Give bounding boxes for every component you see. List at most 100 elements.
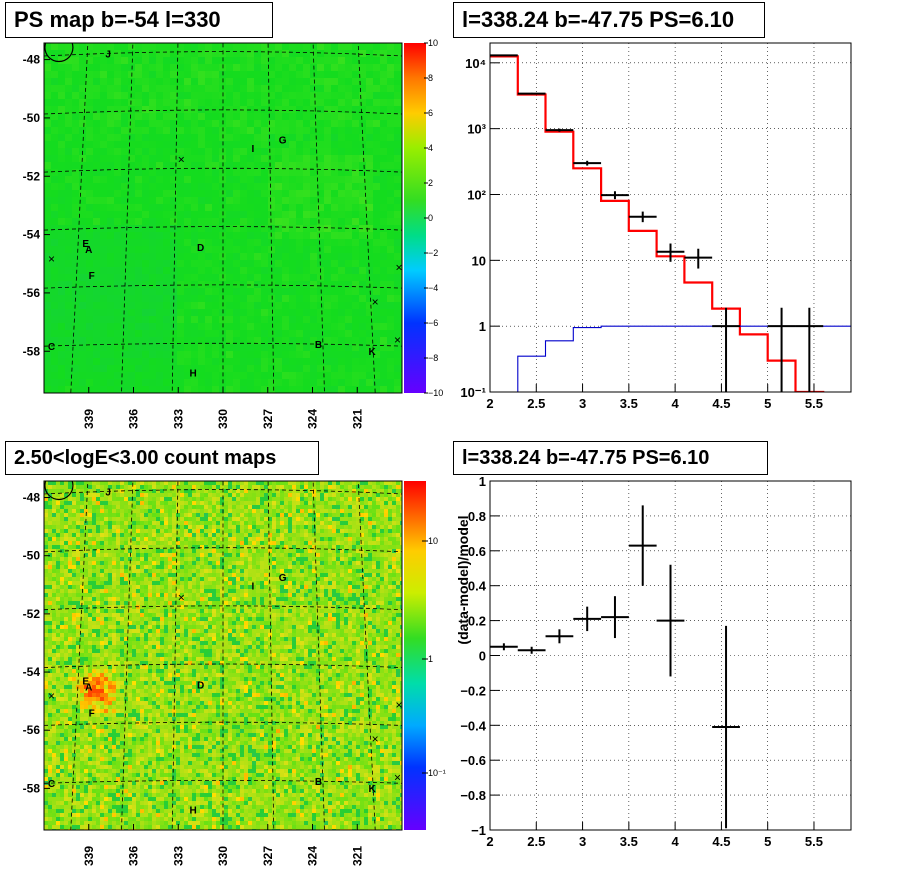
map-pixel <box>400 529 402 533</box>
map-pixel <box>128 246 135 253</box>
map-pixel <box>184 50 191 57</box>
map-pixel <box>107 358 114 365</box>
map-pixel <box>338 288 345 295</box>
map-pixel <box>51 183 58 190</box>
map-pixel <box>177 232 184 239</box>
map-pixel <box>224 493 228 497</box>
map-pixel <box>93 204 100 211</box>
map-pixel <box>272 577 276 581</box>
map-pixel <box>164 521 168 525</box>
map-pixel <box>60 525 64 529</box>
map-pixel <box>184 537 188 541</box>
map-pixel <box>156 358 163 365</box>
map-pixel <box>252 561 256 565</box>
map-pixel <box>296 541 300 545</box>
map-pixel <box>296 330 303 337</box>
map-pixel <box>177 330 184 337</box>
map-pixel <box>332 529 336 533</box>
map-pixel <box>331 232 338 239</box>
map-pixel <box>368 577 372 581</box>
map-pixel <box>280 537 284 541</box>
map-pixel <box>359 372 366 379</box>
map-pixel <box>292 569 296 573</box>
map-pixel <box>348 505 352 509</box>
map-pixel <box>284 529 288 533</box>
map-pixel <box>356 513 360 517</box>
map-pixel <box>176 569 180 573</box>
map-pixel <box>261 351 268 358</box>
map-pixel <box>149 50 156 57</box>
map-pixel <box>51 99 58 106</box>
map-pixel <box>152 561 156 565</box>
map-pixel <box>364 553 368 557</box>
map-pixel <box>336 485 340 489</box>
map-pixel <box>366 57 373 64</box>
map-pixel <box>228 513 232 517</box>
map-pixel <box>332 537 336 541</box>
map-pixel <box>156 148 163 155</box>
map-pixel <box>86 302 93 309</box>
map-pixel <box>184 57 191 64</box>
map-pixel <box>64 577 68 581</box>
map-pixel <box>344 549 348 553</box>
map-pixel <box>114 225 121 232</box>
map-pixel <box>108 573 112 577</box>
map-pixel <box>48 501 52 505</box>
map-pixel <box>160 509 164 513</box>
map-pixel <box>240 288 247 295</box>
map-pixel <box>284 561 288 565</box>
map-pixel <box>44 204 51 211</box>
map-pixel <box>163 281 170 288</box>
map-pixel <box>140 545 144 549</box>
map-pixel <box>380 513 384 517</box>
map-pixel <box>176 505 180 509</box>
lat-tick-label: -48 <box>23 53 41 67</box>
map-pixel <box>196 545 200 549</box>
map-pixel <box>136 509 140 513</box>
map-pixel <box>93 197 100 204</box>
map-pixel <box>64 497 68 501</box>
map-pixel <box>400 489 402 493</box>
map-pixel <box>107 169 114 176</box>
map-pixel <box>331 64 338 71</box>
map-pixel <box>224 577 228 581</box>
map-pixel <box>275 155 282 162</box>
map-pixel <box>332 509 336 513</box>
map-pixel <box>304 489 308 493</box>
map-pixel <box>191 183 198 190</box>
map-pixel <box>198 204 205 211</box>
map-pixel <box>212 485 216 489</box>
map-pixel <box>163 197 170 204</box>
map-pixel <box>387 260 394 267</box>
map-pixel <box>112 541 116 545</box>
map-pixel <box>142 50 149 57</box>
map-pixel <box>317 197 324 204</box>
map-pixel <box>140 497 144 501</box>
map-pixel <box>324 295 331 302</box>
map-pixel <box>296 521 300 525</box>
map-pixel <box>261 253 268 260</box>
map-pixel <box>184 43 191 50</box>
map-pixel <box>136 485 140 489</box>
map-pixel <box>260 577 264 581</box>
map-pixel <box>360 497 364 501</box>
map-pixel <box>121 190 128 197</box>
map-pixel <box>198 50 205 57</box>
map-pixel <box>392 485 396 489</box>
map-pixel <box>373 288 380 295</box>
map-pixel <box>338 218 345 225</box>
map-pixel <box>261 295 268 302</box>
map-pixel <box>394 337 401 344</box>
map-pixel <box>394 386 401 393</box>
map-pixel <box>114 267 121 274</box>
map-pixel <box>219 169 226 176</box>
map-pixel <box>268 521 272 525</box>
map-pixel <box>163 309 170 316</box>
map-pixel <box>72 246 79 253</box>
map-pixel <box>176 565 180 569</box>
map-pixel <box>180 525 184 529</box>
map-pixel <box>93 113 100 120</box>
map-pixel <box>352 372 359 379</box>
map-pixel <box>144 501 148 505</box>
map-pixel <box>205 106 212 113</box>
